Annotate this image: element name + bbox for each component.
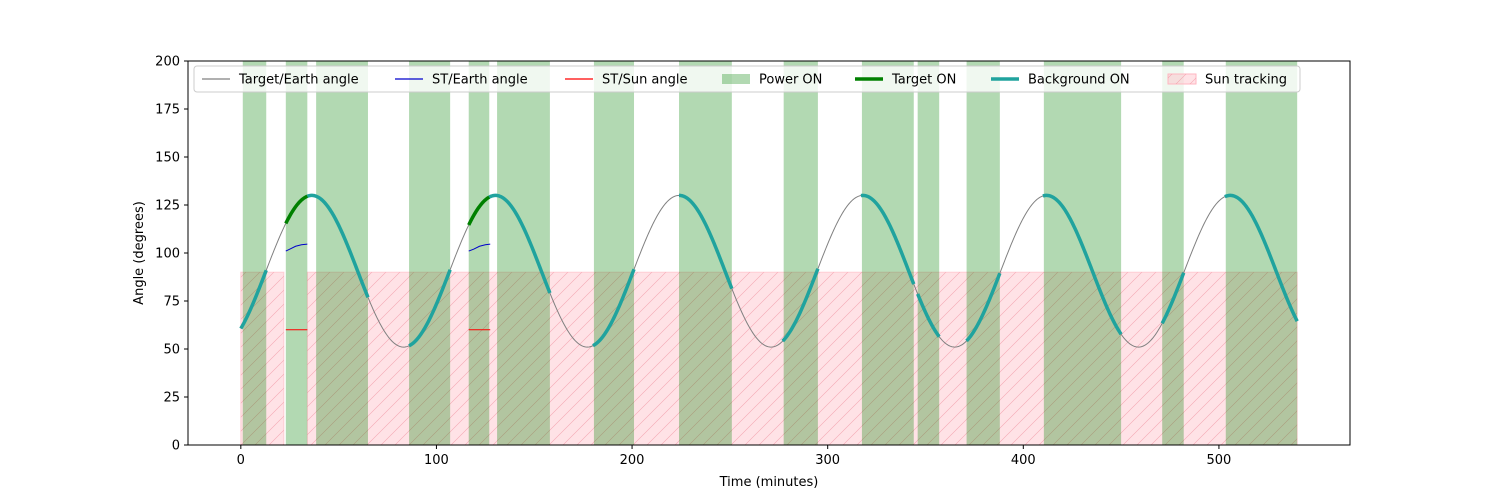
legend-swatch bbox=[722, 74, 750, 84]
power-on-span bbox=[497, 61, 550, 445]
background-on-segment bbox=[488, 193, 552, 294]
legend-entry: Background ON bbox=[991, 73, 1130, 88]
power-on-span bbox=[409, 61, 451, 445]
x-tick-label: 100 bbox=[424, 453, 449, 468]
legend-entry: Power ON bbox=[722, 73, 822, 88]
power-on-span bbox=[861, 61, 914, 445]
background-on-segment bbox=[239, 269, 268, 330]
x-tick-label: 500 bbox=[1207, 453, 1232, 468]
st-earth-angle-line bbox=[285, 243, 308, 252]
power-on-span bbox=[966, 61, 1000, 445]
legend-label: ST/Earth angle bbox=[432, 73, 528, 88]
legend-label: Power ON bbox=[759, 73, 822, 88]
y-tick-label: 0 bbox=[172, 439, 180, 454]
y-tick-label: 50 bbox=[163, 343, 180, 358]
legend-label: Sun tracking bbox=[1205, 73, 1287, 88]
y-tick-label: 125 bbox=[155, 199, 180, 214]
target-on-segment bbox=[467, 195, 491, 226]
legend-entry: ST/Sun angle bbox=[565, 73, 688, 88]
x-tick-label: 300 bbox=[815, 453, 840, 468]
legend-label: Background ON bbox=[1028, 73, 1130, 88]
power-on-span bbox=[1043, 61, 1122, 445]
y-tick-label: 75 bbox=[163, 295, 180, 310]
power-on-span bbox=[679, 61, 732, 445]
legend-frame bbox=[193, 65, 1301, 93]
power-on-span bbox=[285, 61, 308, 445]
legend-label: Target ON bbox=[891, 73, 956, 88]
background-on-segment bbox=[678, 193, 734, 290]
y-tick-label: 175 bbox=[155, 103, 180, 118]
background-on-segment bbox=[781, 268, 820, 343]
sun-tracking-span bbox=[240, 271, 285, 445]
y-tick-label: 200 bbox=[155, 55, 180, 70]
background-on-segment bbox=[1224, 193, 1299, 322]
legend-entry: Target/Earth angle bbox=[202, 73, 359, 88]
x-tick-label: 0 bbox=[237, 453, 245, 468]
y-axis-title: Angle (degrees) bbox=[132, 201, 147, 305]
sun-tracking-span bbox=[306, 271, 1298, 445]
power-on-span bbox=[468, 61, 490, 445]
background-on-segment bbox=[408, 269, 452, 348]
power-on-span bbox=[1162, 61, 1184, 445]
background-on-segment bbox=[965, 272, 1002, 343]
st-earth-angle-line bbox=[468, 243, 491, 252]
legend-entry: Sun tracking bbox=[1167, 73, 1287, 88]
y-tick-label: 150 bbox=[155, 151, 180, 166]
legend: Target/Earth angle ST/Earth angle ST/Sun a… bbox=[193, 65, 1301, 93]
background-on-segment bbox=[592, 268, 636, 348]
background-on-segment bbox=[860, 193, 916, 285]
power-on-span bbox=[917, 61, 940, 445]
background-on-segment bbox=[1042, 193, 1123, 336]
legend-entry: Target ON bbox=[855, 73, 956, 88]
x-axis-title: Time (minutes) bbox=[719, 475, 819, 490]
power-on-span bbox=[1225, 61, 1298, 445]
background-on-segment bbox=[916, 293, 941, 338]
background-on-segment bbox=[1160, 272, 1186, 325]
y-tick-label: 100 bbox=[155, 247, 180, 262]
power-on-span bbox=[593, 61, 635, 445]
x-tick-label: 200 bbox=[620, 453, 645, 468]
legend-entry: ST/Earth angle bbox=[395, 73, 528, 88]
legend-label: ST/Sun angle bbox=[602, 73, 688, 88]
background-on-segment bbox=[306, 193, 370, 299]
power-on-span bbox=[783, 61, 818, 445]
legend-label: Target/Earth angle bbox=[238, 73, 359, 88]
power-on-span bbox=[316, 61, 368, 445]
target-on-segment bbox=[284, 194, 309, 225]
power-on-span bbox=[242, 61, 267, 445]
y-tick-label: 25 bbox=[163, 391, 180, 406]
x-tick-label: 400 bbox=[1011, 453, 1036, 468]
